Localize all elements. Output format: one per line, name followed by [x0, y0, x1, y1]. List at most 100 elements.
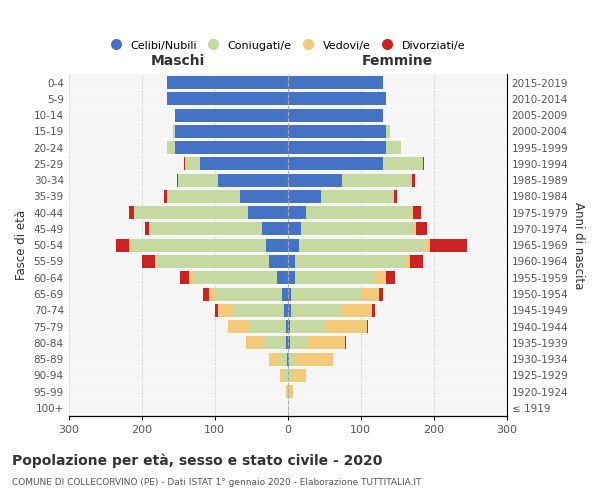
Bar — [131, 238, 266, 252]
Bar — [203, 288, 209, 300]
Bar — [383, 158, 423, 170]
Bar — [185, 158, 200, 170]
Bar — [287, 238, 299, 252]
Bar — [167, 141, 175, 154]
Bar — [343, 174, 412, 186]
Bar — [326, 320, 367, 333]
Text: Maschi: Maschi — [151, 54, 205, 68]
Bar — [218, 174, 287, 186]
Bar — [292, 369, 306, 382]
Bar — [423, 158, 424, 170]
Bar — [209, 288, 216, 300]
Bar — [173, 125, 175, 138]
Bar — [386, 272, 395, 284]
Bar — [265, 336, 286, 349]
Bar — [216, 288, 282, 300]
Bar — [361, 288, 379, 300]
Bar — [228, 320, 250, 333]
Bar — [414, 222, 416, 235]
Bar — [287, 352, 289, 366]
Bar — [287, 125, 386, 138]
Bar — [287, 385, 289, 398]
Bar — [287, 255, 295, 268]
Bar — [301, 222, 414, 235]
Bar — [284, 304, 287, 317]
Bar — [286, 336, 287, 349]
Bar — [404, 255, 410, 268]
Bar — [412, 206, 413, 219]
Bar — [287, 108, 383, 122]
Bar — [427, 238, 430, 252]
Bar — [287, 158, 383, 170]
Bar — [367, 320, 368, 333]
Bar — [386, 125, 390, 138]
Bar — [280, 369, 284, 382]
Bar — [262, 222, 287, 235]
Bar — [175, 141, 287, 154]
Bar — [167, 190, 240, 203]
Text: COMUNE DI COLLECORVINO (PE) - Dati ISTAT 1° gennaio 2020 - Elaborazione TUTTITAL: COMUNE DI COLLECORVINO (PE) - Dati ISTAT… — [12, 478, 421, 487]
Bar — [292, 288, 361, 300]
Bar — [386, 141, 401, 154]
Bar — [233, 304, 284, 317]
Bar — [250, 320, 286, 333]
Bar — [289, 352, 296, 366]
Legend: Celibi/Nubili, Coniugati/e, Vedovi/e, Divorziati/e: Celibi/Nubili, Coniugati/e, Vedovi/e, Di… — [106, 36, 470, 56]
Bar — [215, 304, 218, 317]
Bar — [164, 190, 167, 203]
Bar — [379, 288, 383, 300]
Y-axis label: Fasce di età: Fasce di età — [15, 210, 28, 280]
Bar — [277, 272, 287, 284]
Bar — [287, 92, 386, 106]
Bar — [320, 190, 394, 203]
Bar — [184, 158, 185, 170]
Bar — [295, 255, 404, 268]
Bar — [344, 336, 346, 349]
Bar — [287, 206, 306, 219]
Bar — [289, 385, 293, 398]
Bar — [178, 174, 218, 186]
Bar — [376, 272, 386, 284]
Bar — [116, 238, 129, 252]
Bar — [287, 288, 292, 300]
Bar — [287, 336, 290, 349]
Bar — [292, 304, 343, 317]
Bar — [287, 222, 301, 235]
Bar — [280, 352, 287, 366]
Bar — [128, 206, 134, 219]
Bar — [286, 385, 287, 398]
Bar — [290, 320, 326, 333]
Text: Femmine: Femmine — [362, 54, 433, 68]
Bar — [177, 174, 178, 186]
Bar — [167, 92, 287, 106]
Bar — [287, 402, 289, 414]
Bar — [299, 238, 427, 252]
Bar — [248, 206, 287, 219]
Bar — [296, 352, 333, 366]
Bar — [266, 238, 287, 252]
Bar — [295, 272, 376, 284]
Bar — [371, 304, 376, 317]
Bar — [416, 222, 427, 235]
Bar — [142, 255, 155, 268]
Y-axis label: Anni di nascita: Anni di nascita — [572, 202, 585, 289]
Bar — [284, 369, 287, 382]
Bar — [145, 222, 149, 235]
Bar — [218, 304, 233, 317]
Bar — [129, 238, 131, 252]
Bar — [240, 190, 287, 203]
Bar — [287, 190, 320, 203]
Bar — [246, 336, 265, 349]
Bar — [394, 190, 397, 203]
Bar — [189, 272, 193, 284]
Bar — [308, 336, 344, 349]
Bar — [412, 174, 415, 186]
Bar — [156, 255, 269, 268]
Bar — [175, 108, 287, 122]
Bar — [287, 304, 292, 317]
Text: Popolazione per età, sesso e stato civile - 2020: Popolazione per età, sesso e stato civil… — [12, 454, 382, 468]
Bar — [287, 141, 386, 154]
Bar — [287, 320, 290, 333]
Bar — [287, 272, 295, 284]
Bar — [155, 255, 156, 268]
